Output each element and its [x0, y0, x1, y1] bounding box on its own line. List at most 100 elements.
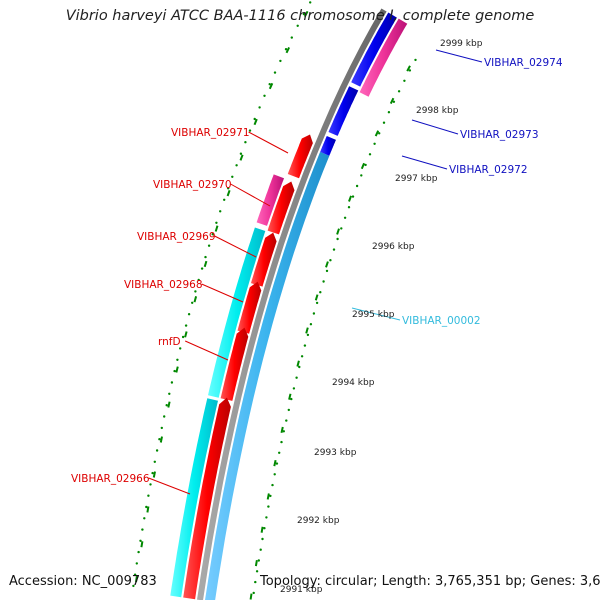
tick-dot	[223, 198, 226, 201]
tick-dot	[273, 71, 277, 74]
tick-dot	[219, 210, 222, 213]
tick-label: 2997 kbp	[395, 174, 438, 184]
tick-mark	[152, 471, 156, 478]
tick-dot	[170, 381, 174, 384]
tick-dot	[158, 438, 161, 441]
tick-dot	[306, 333, 310, 337]
tick-dot	[315, 301, 319, 305]
tick-dot	[351, 195, 355, 198]
tick-mark	[280, 426, 284, 434]
tick-mark	[336, 228, 340, 235]
feature-tracks-layer	[170, 8, 408, 600]
gene-magenta-inner	[256, 174, 284, 226]
tick-dot	[285, 419, 288, 422]
tick-dot	[261, 537, 264, 541]
gene-leader-line	[148, 477, 191, 495]
tick-mark	[159, 436, 163, 443]
tick-dot	[259, 548, 262, 551]
tick-dot	[173, 369, 176, 373]
tick-dot	[278, 451, 281, 454]
tick-dot	[295, 376, 298, 379]
tick-mark	[314, 294, 319, 301]
tick-dot	[296, 24, 299, 27]
tick-dot	[132, 584, 135, 588]
tick-label: 2999 kbp	[440, 39, 483, 49]
tick-dot	[360, 174, 363, 177]
tick-dot	[312, 312, 316, 315]
tick-dot	[149, 483, 152, 486]
tick-dot	[227, 187, 230, 190]
tick-mark	[249, 593, 253, 600]
tick-dot	[329, 259, 332, 262]
tick-mark	[239, 154, 244, 161]
tick-mark	[175, 366, 179, 373]
gene-magenta-outer	[359, 18, 408, 97]
tick-dot	[176, 358, 179, 361]
tick-label: 2991 kbp	[280, 585, 323, 595]
tick-dot	[322, 280, 325, 283]
tick-dot	[290, 36, 293, 39]
tick-dot	[263, 94, 266, 98]
gene-label-left: rnfD	[158, 336, 181, 348]
tick-dot	[215, 221, 218, 224]
tick-dot	[252, 591, 255, 595]
tick-dot	[319, 291, 322, 294]
tick-dot	[280, 440, 283, 444]
tick-dot	[309, 323, 313, 326]
label-lines-layer	[148, 49, 483, 495]
tick-mark	[184, 331, 188, 338]
tick-dot	[235, 164, 238, 167]
tick-dot	[347, 206, 351, 209]
tick-dot	[378, 132, 381, 135]
tick-dot	[300, 355, 304, 358]
tick-dot	[133, 573, 137, 576]
tick-dot	[151, 471, 154, 475]
tick-dot	[139, 539, 142, 542]
gene-vibhar-02972	[320, 136, 336, 156]
tick-dot	[143, 517, 146, 520]
tick-dot	[207, 244, 211, 247]
tick-dot	[302, 12, 306, 16]
gene-red-3	[237, 281, 262, 334]
gene-leader-line	[435, 49, 483, 63]
gene-label-left: VIBHAR_02968	[124, 279, 203, 291]
tick-mark	[135, 575, 138, 583]
gene-label-left: VIBHAR_02971	[171, 127, 250, 139]
tick-dot	[340, 227, 343, 230]
tick-mark	[389, 97, 395, 105]
tick-dot	[257, 559, 260, 562]
tick-dot	[263, 527, 266, 530]
tick-dot	[336, 237, 339, 241]
gene-red-2	[251, 232, 277, 287]
tick-dot	[163, 415, 166, 418]
tick-mark	[253, 118, 258, 126]
gene-red-0	[287, 134, 313, 179]
tick-mark	[254, 560, 258, 567]
tick-dot	[397, 90, 401, 93]
tick-mark	[348, 195, 353, 202]
tick-mark	[325, 261, 329, 268]
tick-dot	[181, 335, 185, 339]
gene-label-right: VIBHAR_00002	[402, 315, 481, 327]
gene-red-4	[220, 327, 249, 401]
tick-mark	[203, 260, 208, 268]
tick-mark	[303, 10, 309, 18]
tick-mark	[260, 526, 264, 533]
tick-mark	[268, 82, 274, 90]
tick-dot	[325, 269, 329, 273]
tick-dot	[145, 505, 148, 509]
tick-dot	[275, 462, 279, 465]
tick-dot	[403, 79, 406, 83]
tick-dot	[282, 430, 285, 433]
tick-dot	[165, 404, 168, 407]
tick-mark	[193, 296, 198, 303]
gene-red-1	[267, 181, 295, 235]
tick-dot	[141, 528, 144, 531]
gene-rna-cyan-2	[170, 398, 218, 598]
tick-dot	[137, 550, 140, 554]
gene-vibhar-02974	[351, 12, 397, 87]
tick-dot	[303, 344, 307, 347]
tick-mark	[266, 493, 270, 500]
tick-dots-layer	[132, 1, 417, 600]
